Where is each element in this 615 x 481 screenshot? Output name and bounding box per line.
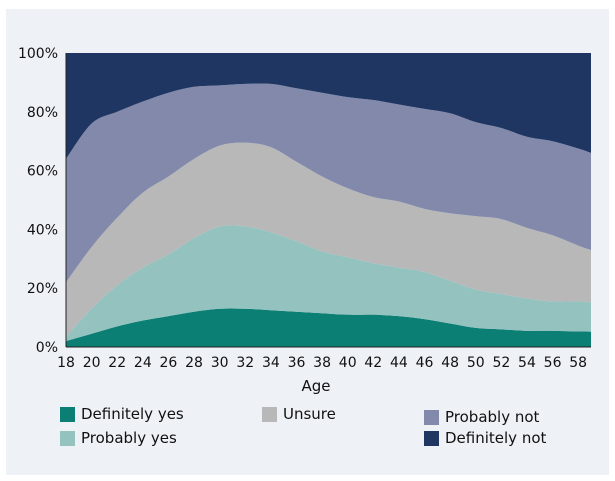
x-tick-label: 58 (569, 355, 587, 371)
area-layers (66, 53, 591, 347)
legend-item: Unsure (262, 404, 336, 424)
legend-swatch (424, 409, 439, 425)
x-tick-label: 52 (492, 355, 510, 371)
x-tick-label: 26 (160, 355, 178, 371)
area-probably-not (66, 83, 591, 283)
legend-label: Probably yes (81, 429, 177, 447)
x-tick-label: 30 (211, 355, 229, 371)
legend-label: Definitely yes (81, 405, 184, 423)
area-probably-yes (66, 225, 591, 342)
legend-item: Probably yes (60, 428, 177, 448)
y-tick-label: 100% (18, 46, 58, 62)
x-tick-label: 40 (339, 355, 357, 371)
x-tick-label: 22 (108, 355, 126, 371)
x-tick-label: 38 (313, 355, 331, 371)
x-tick-label: 20 (83, 355, 101, 371)
y-tick-labels: 0% 20% 40% 60% 80% 100% (18, 46, 58, 356)
legend-label: Definitely not (445, 429, 547, 447)
x-tick-label: 36 (288, 355, 306, 371)
legend-item: Probably not (424, 407, 539, 427)
area-definitely-yes (66, 308, 591, 347)
y-tick-label: 40% (27, 222, 58, 238)
x-tick-label: 42 (364, 355, 382, 371)
legend-label: Unsure (283, 405, 336, 423)
x-tick-label: 44 (390, 355, 408, 371)
y-tick-label: 0% (36, 340, 58, 356)
x-tick-label: 28 (185, 355, 203, 371)
x-tick-label: 54 (518, 355, 536, 371)
x-tick-label: 48 (441, 355, 459, 371)
y-tick-label: 60% (27, 164, 58, 180)
y-tick-label: 80% (27, 105, 58, 121)
x-tick-label: 46 (416, 355, 434, 371)
x-tick-label: 18 (57, 355, 75, 371)
x-tick-label: 56 (544, 355, 562, 371)
x-tick-label: 50 (467, 355, 485, 371)
y-tick-label: 20% (27, 281, 58, 297)
legend-swatch (424, 430, 439, 446)
area-unsure (66, 142, 591, 337)
x-tick-label: 32 (236, 355, 254, 371)
legend-item: Definitely yes (60, 404, 184, 424)
legend-swatch (60, 430, 75, 446)
legend-swatch (262, 406, 277, 422)
legend-item: Definitely not (424, 428, 546, 448)
legend-swatch (60, 406, 75, 422)
x-tick-label: 34 (262, 355, 280, 371)
x-tick-labels: 18 20 22 24 26 28 30 32 34 36 38 40 42 44 46 48 50 52 54 56… (57, 355, 587, 371)
area-definitely-not (66, 53, 591, 159)
x-axis-title: Age (301, 377, 330, 395)
axes (65, 53, 591, 348)
x-tick-label: 24 (134, 355, 152, 371)
legend-label: Probably not (445, 408, 540, 426)
